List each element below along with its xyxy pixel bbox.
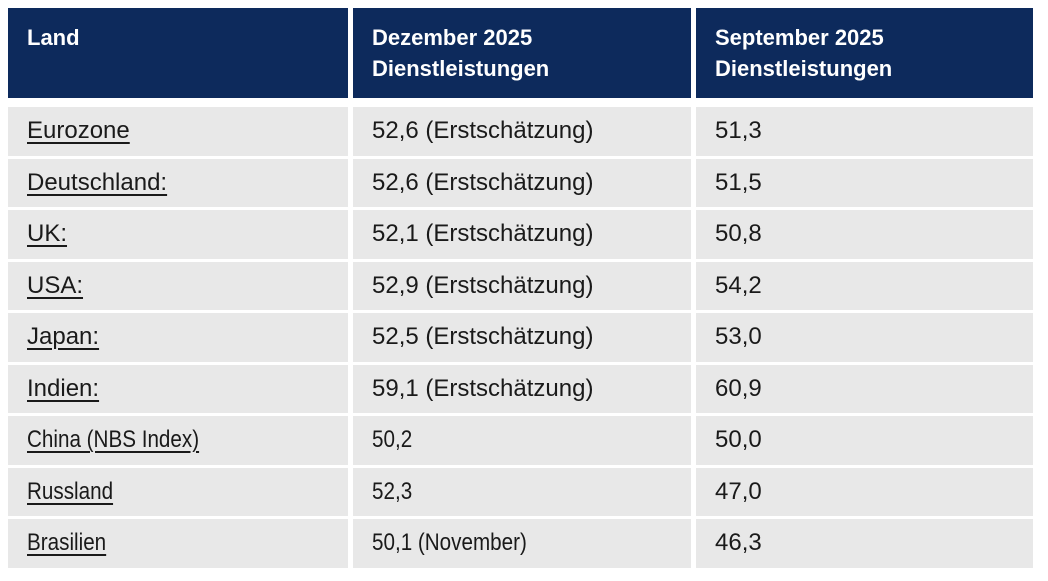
country-cell: Japan: — [8, 313, 348, 362]
column-header-land: Land — [8, 8, 348, 98]
december-value: 52,1 (Erstschätzung) — [372, 220, 594, 248]
table-header-row: Land Dezember 2025 Dienstleistungen Sept… — [8, 8, 1033, 98]
pmi-services-table: Land Dezember 2025 Dienstleistungen Sept… — [8, 8, 1033, 571]
september-value-cell: 53,0 — [696, 313, 1033, 362]
september-value-cell: 60,9 — [696, 364, 1033, 413]
september-value-cell: 50,8 — [696, 210, 1033, 259]
country-cell: Indien: — [8, 364, 348, 413]
column-header-land-label: Land — [27, 25, 80, 50]
column-header-september-label: September 2025 Dienstleistungen — [715, 25, 893, 81]
december-value-cell: 52,9 (Erstschätzung) — [353, 261, 691, 310]
september-value: 60,9 — [715, 374, 762, 402]
december-value-cell: 52,6 (Erstschätzung) — [353, 158, 691, 207]
country-cell: USA: — [8, 261, 348, 310]
december-value: 50,1 (November) — [372, 529, 527, 557]
table-row: Indien: 59,1 (Erstschätzung) 60,9 — [8, 364, 1033, 413]
column-header-dezember-label: Dezember 2025 Dienstleistungen — [372, 25, 550, 81]
september-value: 50,8 — [715, 220, 762, 248]
table-row: China (NBS Index) 50,2 50,0 — [8, 416, 1033, 465]
december-value-cell: 50,1 (November) — [353, 519, 691, 568]
country-cell: Russland — [8, 467, 348, 516]
country-link[interactable]: Eurozone — [27, 117, 130, 145]
december-value-cell: 59,1 (Erstschätzung) — [353, 364, 691, 413]
september-value-cell: 46,3 — [696, 519, 1033, 568]
table-row: UK: 52,1 (Erstschätzung) 50,8 — [8, 210, 1033, 259]
december-value: 59,1 (Erstschätzung) — [372, 374, 594, 402]
table-row: USA: 52,9 (Erstschätzung) 54,2 — [8, 261, 1033, 310]
december-value-cell: 50,2 — [353, 416, 691, 465]
table-row: Deutschland: 52,6 (Erstschätzung) 51,5 — [8, 158, 1033, 207]
september-value-cell: 51,3 — [696, 107, 1033, 156]
september-value-cell: 47,0 — [696, 467, 1033, 516]
country-link[interactable]: Indien: — [27, 374, 100, 402]
september-value-cell: 50,0 — [696, 416, 1033, 465]
december-value-cell: 52,6 (Erstschätzung) — [353, 107, 691, 156]
country-link[interactable]: UK: — [27, 220, 68, 248]
december-value: 52,3 — [372, 477, 413, 505]
december-value: 52,9 (Erstschätzung) — [372, 271, 594, 299]
september-value: 54,2 — [715, 271, 762, 299]
december-value: 52,6 (Erstschätzung) — [372, 168, 594, 196]
country-link[interactable]: Russland — [27, 477, 114, 505]
column-header-september: September 2025 Dienstleistungen — [696, 8, 1033, 98]
country-link[interactable]: Japan: — [27, 323, 100, 351]
table-row: Russland 52,3 47,0 — [8, 467, 1033, 516]
country-link[interactable]: USA: — [27, 271, 84, 299]
december-value: 52,6 (Erstschätzung) — [372, 117, 594, 145]
december-value: 52,5 (Erstschätzung) — [372, 323, 594, 351]
december-value-cell: 52,3 — [353, 467, 691, 516]
table-row: Eurozone 52,6 (Erstschätzung) 51,3 — [8, 107, 1033, 156]
country-cell: Brasilien — [8, 519, 348, 568]
december-value-cell: 52,5 (Erstschätzung) — [353, 313, 691, 362]
september-value: 47,0 — [715, 477, 762, 505]
column-header-dezember: Dezember 2025 Dienstleistungen — [353, 8, 691, 98]
country-link[interactable]: Brasilien — [27, 529, 107, 557]
country-cell: China (NBS Index) — [8, 416, 348, 465]
country-link[interactable]: Deutschland: — [27, 168, 168, 196]
september-value: 53,0 — [715, 323, 762, 351]
september-value: 51,5 — [715, 168, 762, 196]
country-cell: Eurozone — [8, 107, 348, 156]
september-value-cell: 51,5 — [696, 158, 1033, 207]
september-value: 46,3 — [715, 529, 762, 557]
september-value-cell: 54,2 — [696, 261, 1033, 310]
september-value: 50,0 — [715, 426, 762, 454]
country-cell: UK: — [8, 210, 348, 259]
december-value: 50,2 — [372, 426, 413, 454]
september-value: 51,3 — [715, 117, 762, 145]
table-body: Eurozone 52,6 (Erstschätzung) 51,3 Deuts… — [8, 107, 1033, 568]
country-link[interactable]: China (NBS Index) — [27, 426, 200, 454]
table-row: Japan: 52,5 (Erstschätzung) 53,0 — [8, 313, 1033, 362]
table-row: Brasilien 50,1 (November) 46,3 — [8, 519, 1033, 568]
december-value-cell: 52,1 (Erstschätzung) — [353, 210, 691, 259]
country-cell: Deutschland: — [8, 158, 348, 207]
